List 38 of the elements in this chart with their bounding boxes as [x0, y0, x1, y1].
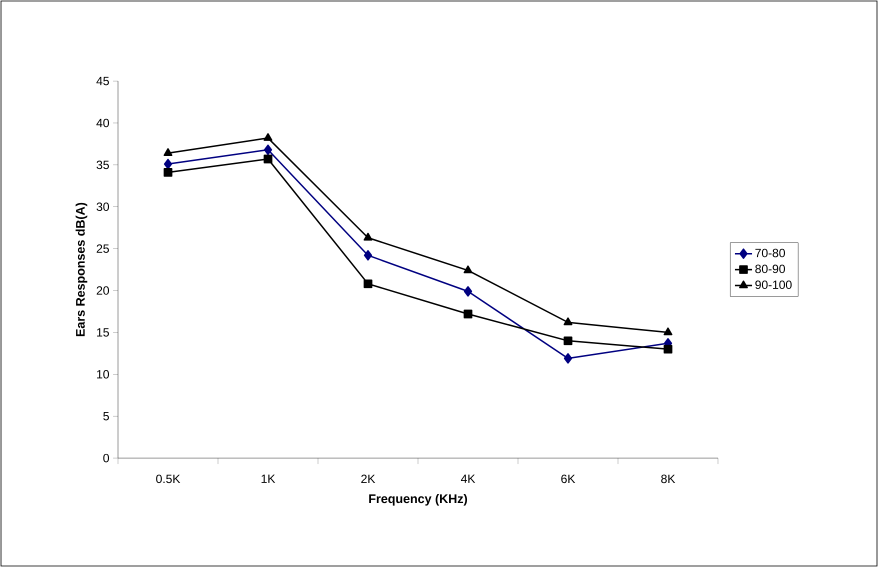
y-tick-label: 10	[97, 370, 110, 379]
y-tick-label: 25	[96, 244, 109, 253]
point	[264, 144, 272, 156]
point	[664, 327, 672, 336]
y-tick-label: 15	[97, 328, 109, 337]
point	[464, 265, 472, 274]
y-tick-label: 5	[103, 412, 109, 420]
x-tick-label: 2K	[361, 474, 376, 483]
y-tick-label: 45	[96, 76, 109, 86]
point	[164, 148, 172, 156]
y-tick-label: 20	[96, 286, 110, 295]
y-axis-title: Ears Responses dB(A)	[76, 202, 88, 336]
x-axis-title: Frequency (KHz)	[369, 494, 468, 506]
x-tick-label: 1K	[262, 474, 276, 483]
point	[164, 158, 172, 170]
point	[364, 232, 372, 241]
x-tick-label: 4K	[460, 474, 476, 483]
point	[664, 344, 672, 354]
point	[464, 286, 472, 297]
point	[564, 336, 572, 346]
point	[564, 353, 572, 364]
y-tick-label: 40	[96, 118, 110, 128]
point	[464, 310, 472, 318]
point	[164, 168, 172, 177]
legend-label: 90-100	[755, 280, 792, 290]
point	[564, 317, 572, 326]
point	[364, 279, 372, 288]
point	[264, 133, 272, 141]
point	[364, 250, 372, 261]
x-tick-label: 0.5K	[156, 474, 180, 484]
y-tick-label: 35	[96, 160, 109, 170]
legend-label: 70-80	[755, 248, 785, 258]
x-tick-label: 8K	[661, 474, 676, 484]
x-tick-label: 6K	[561, 474, 576, 484]
y-tick-label: 0	[103, 454, 110, 462]
y-tick-label: 30	[96, 202, 110, 211]
point	[264, 154, 272, 164]
legend-label: 80-90	[755, 264, 785, 274]
